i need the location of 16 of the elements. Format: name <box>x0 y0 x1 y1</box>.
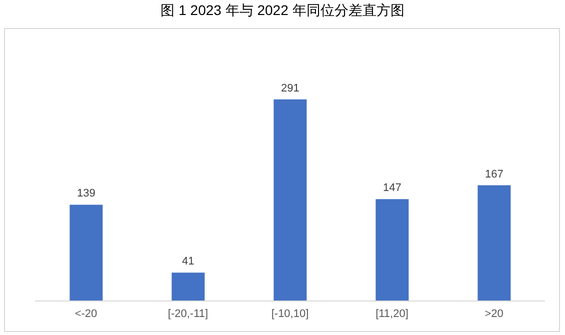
x-tick-label: [-20,-11] <box>168 308 208 320</box>
bar <box>274 99 307 301</box>
x-tick-label: [-10,10] <box>271 308 309 320</box>
bar <box>376 199 409 301</box>
bar <box>172 272 205 301</box>
data-label: 167 <box>485 168 504 180</box>
bar <box>478 185 511 301</box>
x-tick-label: >20 <box>484 308 504 320</box>
bar <box>70 204 103 301</box>
data-label: 41 <box>182 256 194 268</box>
x-tick-label: [11,20] <box>376 308 408 320</box>
data-label: 139 <box>77 188 96 200</box>
data-label: 291 <box>281 82 300 94</box>
chart-title: 图 1 2023 年与 2022 年同位分差直方图 <box>160 2 406 20</box>
x-tick-label: <-20 <box>74 308 98 320</box>
data-label: 147 <box>383 182 402 194</box>
